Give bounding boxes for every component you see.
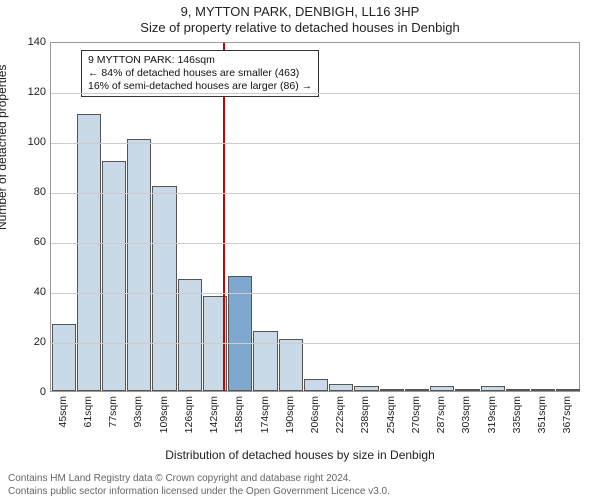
x-tick-label: 222sqm: [334, 396, 346, 433]
chart-title-line2: Size of property relative to detached ho…: [0, 20, 600, 35]
histogram-bar: [102, 161, 126, 391]
x-tick-label: 142sqm: [208, 396, 220, 433]
annotation-line3: 16% of semi-detached houses are larger (…: [88, 80, 312, 93]
grid-line: [51, 243, 579, 244]
grid-line: [51, 143, 579, 144]
plot-area: 9 MYTTON PARK: 146sqm ← 84% of detached …: [50, 42, 580, 392]
grid-line: [51, 343, 579, 344]
grid-line: [51, 93, 579, 94]
histogram-bar: [430, 386, 454, 391]
x-tick-label: 190sqm: [284, 396, 296, 433]
x-tick-label: 45sqm: [57, 396, 69, 428]
x-tick-label: 238sqm: [359, 396, 371, 433]
histogram-bar: [152, 186, 176, 391]
histogram-bar: [354, 386, 378, 391]
x-tick-label: 254sqm: [385, 396, 397, 433]
x-tick-label: 174sqm: [259, 396, 271, 433]
histogram-bar: [556, 389, 580, 392]
histogram-bar: [481, 386, 505, 391]
annotation-line2: ← 84% of detached houses are smaller (46…: [88, 67, 312, 80]
x-tick-label: 158sqm: [233, 396, 245, 433]
y-tick-label: 60: [6, 236, 46, 248]
chart-title-line1: 9, MYTTON PARK, DENBIGH, LL16 3HP: [0, 4, 600, 19]
x-tick-label: 351sqm: [536, 396, 548, 433]
footer-line1: Contains HM Land Registry data © Crown c…: [8, 473, 592, 486]
histogram-bar: [178, 279, 202, 392]
histogram-bar: [455, 389, 479, 392]
histogram-bar: [253, 331, 277, 391]
histogram-bar: [127, 139, 151, 392]
histogram-bar: [52, 324, 76, 392]
y-tick-label: 40: [6, 286, 46, 298]
footer-line2: Contains public sector information licen…: [8, 486, 592, 499]
x-tick-label: 303sqm: [460, 396, 472, 433]
y-tick-label: 120: [6, 86, 46, 98]
x-tick-label: 206sqm: [309, 396, 321, 433]
annotation-box: 9 MYTTON PARK: 146sqm ← 84% of detached …: [81, 50, 319, 97]
histogram-bar: [77, 114, 101, 392]
footer: Contains HM Land Registry data © Crown c…: [8, 473, 592, 498]
histogram-bar: [304, 379, 328, 392]
y-tick-label: 100: [6, 136, 46, 148]
x-tick-label: 335sqm: [511, 396, 523, 433]
x-tick-label: 109sqm: [158, 396, 170, 433]
x-tick-label: 319sqm: [486, 396, 498, 433]
grid-line: [51, 193, 579, 194]
y-tick-label: 140: [6, 36, 46, 48]
grid-line: [51, 293, 579, 294]
y-tick-label: 20: [6, 336, 46, 348]
histogram-bar: [380, 389, 404, 392]
chart-container: 9, MYTTON PARK, DENBIGH, LL16 3HP Size o…: [0, 0, 600, 500]
x-axis-label: Distribution of detached houses by size …: [0, 448, 600, 462]
histogram-bar: [405, 389, 429, 392]
x-tick-label: 287sqm: [435, 396, 447, 433]
histogram-bar: [329, 384, 353, 392]
histogram-bar: [279, 339, 303, 392]
x-tick-label: 126sqm: [183, 396, 195, 433]
histogram-bar: [506, 389, 530, 391]
annotation-line1: 9 MYTTON PARK: 146sqm: [88, 54, 312, 67]
x-tick-label: 61sqm: [82, 396, 94, 428]
histogram-bar: [531, 389, 555, 391]
x-tick-label: 367sqm: [561, 396, 573, 433]
x-tick-label: 270sqm: [410, 396, 422, 433]
y-tick-label: 80: [6, 186, 46, 198]
x-tick-label: 77sqm: [107, 396, 119, 428]
x-tick-label: 93sqm: [132, 396, 144, 428]
y-tick-label: 0: [6, 386, 46, 398]
